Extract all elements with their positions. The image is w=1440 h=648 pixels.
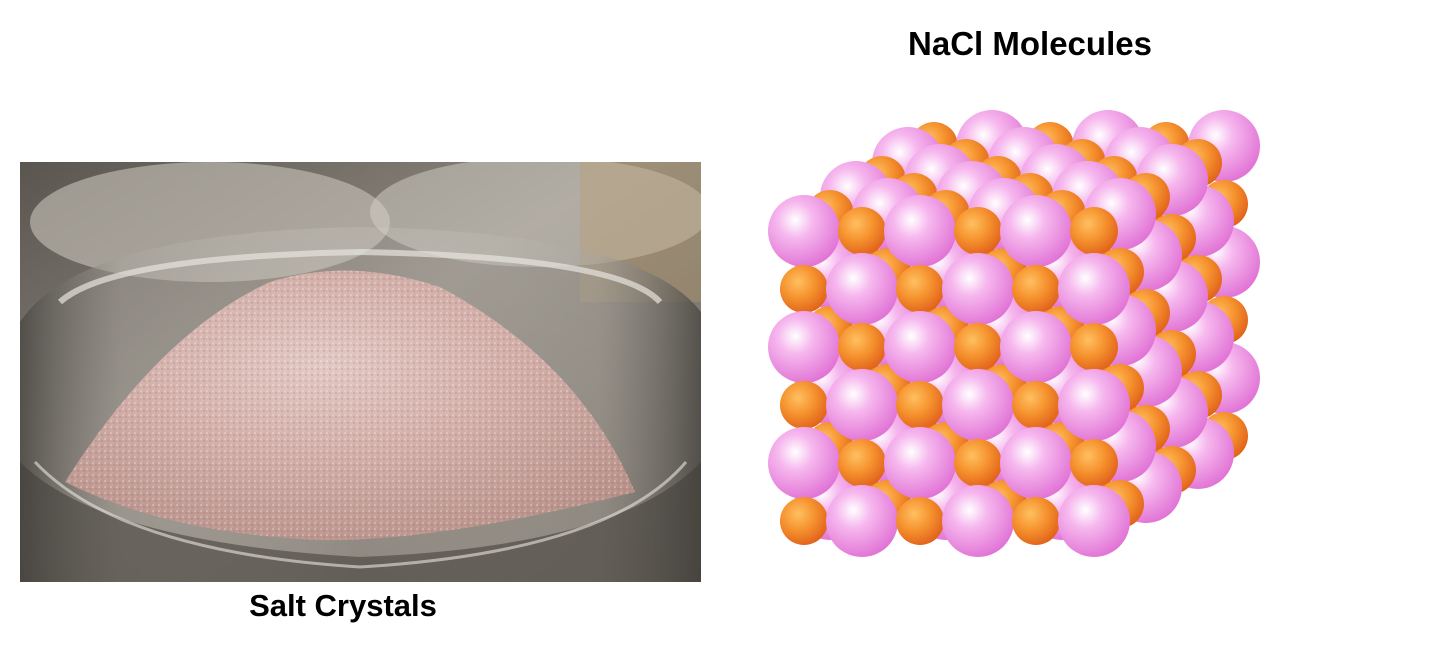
sodium-ion-sphere xyxy=(896,265,944,313)
sodium-ion-sphere xyxy=(838,207,886,255)
chloride-ion-sphere xyxy=(1058,253,1130,325)
chloride-ion-sphere xyxy=(1000,195,1072,267)
chloride-ion-sphere xyxy=(768,195,840,267)
sodium-ion-sphere xyxy=(838,439,886,487)
chloride-ion-sphere xyxy=(884,311,956,383)
sodium-ion-sphere xyxy=(1012,497,1060,545)
chloride-ion-sphere xyxy=(768,311,840,383)
chloride-ion-sphere xyxy=(1000,427,1072,499)
nacl-lattice-illustration xyxy=(752,66,1362,638)
sodium-ion-sphere xyxy=(896,497,944,545)
chloride-ion-sphere xyxy=(884,195,956,267)
chloride-ion-sphere xyxy=(826,253,898,325)
sodium-ion-sphere xyxy=(780,265,828,313)
chloride-ion-sphere xyxy=(1000,311,1072,383)
sodium-ion-sphere xyxy=(1070,207,1118,255)
sodium-ion-sphere xyxy=(838,323,886,371)
sodium-ion-sphere xyxy=(1012,381,1060,429)
sodium-ion-sphere xyxy=(954,323,1002,371)
chloride-ion-sphere xyxy=(768,427,840,499)
salt-crystals-caption: Salt Crystals xyxy=(249,588,437,623)
salt-crystals-photo xyxy=(20,162,701,582)
chloride-ion-sphere xyxy=(826,369,898,441)
chloride-ion-sphere xyxy=(1058,485,1130,557)
chloride-ion-sphere xyxy=(942,369,1014,441)
chloride-ion-sphere xyxy=(1058,369,1130,441)
chloride-ion-sphere xyxy=(942,253,1014,325)
sodium-ion-sphere xyxy=(1070,439,1118,487)
sodium-ion-sphere xyxy=(1012,265,1060,313)
sodium-ion-sphere xyxy=(896,381,944,429)
nacl-molecules-caption: NaCl Molecules xyxy=(908,25,1152,62)
sodium-ion-sphere xyxy=(954,207,1002,255)
chloride-ion-sphere xyxy=(942,485,1014,557)
sodium-ion-sphere xyxy=(780,497,828,545)
sodium-ion-sphere xyxy=(780,381,828,429)
sodium-ion-sphere xyxy=(1070,323,1118,371)
chloride-ion-sphere xyxy=(884,427,956,499)
chloride-ion-sphere xyxy=(826,485,898,557)
sodium-ion-sphere xyxy=(954,439,1002,487)
